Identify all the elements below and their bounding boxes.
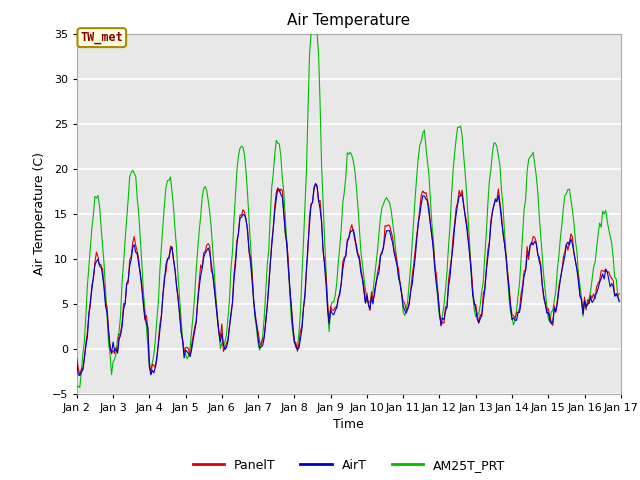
Title: Air Temperature: Air Temperature (287, 13, 410, 28)
Y-axis label: Air Temperature (C): Air Temperature (C) (33, 152, 46, 275)
Legend: PanelT, AirT, AM25T_PRT: PanelT, AirT, AM25T_PRT (188, 454, 510, 477)
Text: TW_met: TW_met (81, 31, 123, 44)
X-axis label: Time: Time (333, 418, 364, 431)
